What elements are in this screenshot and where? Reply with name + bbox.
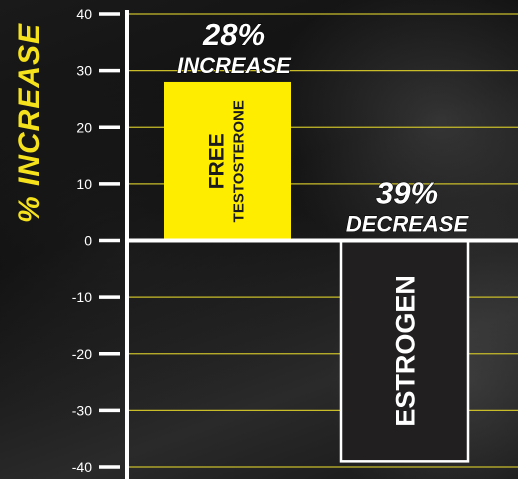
annotation-text: INCREASE	[177, 53, 292, 78]
bar-label-line: ESTROGEN	[391, 275, 421, 427]
y-tick-label: 30	[76, 63, 92, 79]
y-tick-label: -20	[72, 346, 92, 362]
bar-label-line: TESTOSTERONE	[231, 100, 248, 222]
annotation-value: 39%	[376, 176, 438, 211]
y-tick-label: 40	[76, 6, 92, 22]
free-testosterone-bar-label: FREE TESTOSTERONE	[206, 100, 248, 222]
y-tick-label: 0	[84, 233, 92, 249]
estrogen-bar-label: ESTROGEN	[391, 275, 421, 427]
free-testosterone-annotation: 28%INCREASE	[177, 16, 293, 78]
y-tick-label: 10	[76, 176, 92, 192]
y-tick-label: -10	[72, 289, 92, 305]
y-tick-label: 20	[76, 119, 92, 135]
annotation-text: DECREASE	[346, 212, 470, 237]
y-tick-label: -40	[72, 459, 92, 475]
annotation-value: 28%	[202, 17, 265, 52]
free-testosterone-bar	[164, 81, 291, 241]
estrogen-annotation: 39%DECREASE	[345, 175, 470, 237]
bars: FREE TESTOSTERONE 28%INCREASE ESTROGEN 39%DE…	[164, 16, 470, 463]
estrogen-bar	[339, 239, 470, 463]
y-axis-ticks: 40 30 20 10 0 -10 -20 -30 -40	[72, 6, 120, 475]
bar-label-line: FREE	[206, 133, 229, 189]
axes	[125, 10, 518, 479]
y-tick-label: -30	[72, 402, 92, 418]
